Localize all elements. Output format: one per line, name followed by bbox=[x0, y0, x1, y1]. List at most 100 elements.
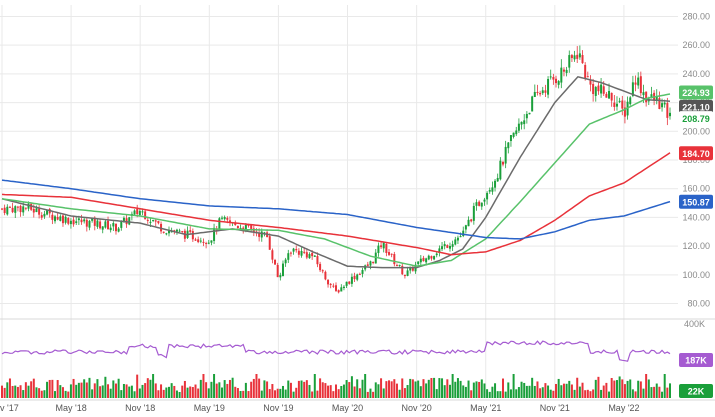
volume-bar bbox=[504, 391, 507, 398]
candle-body bbox=[244, 224, 247, 230]
volume-bar bbox=[517, 387, 520, 398]
volume-bar bbox=[414, 381, 417, 398]
candle-body bbox=[388, 252, 391, 255]
candle-body bbox=[67, 218, 70, 224]
volume-bar bbox=[75, 384, 78, 398]
volume-bar bbox=[32, 378, 35, 398]
candle-body bbox=[46, 210, 49, 215]
volume-bar bbox=[205, 382, 208, 398]
volume-bar bbox=[321, 382, 324, 398]
time-tick-label: Nov '21 bbox=[540, 403, 570, 413]
candle-body bbox=[435, 253, 438, 256]
volume-bar bbox=[181, 385, 184, 398]
volume-bar bbox=[666, 387, 669, 398]
volume-bar bbox=[319, 378, 322, 398]
volume-bar bbox=[435, 389, 438, 398]
volume-bar bbox=[221, 387, 224, 398]
volume-bar bbox=[260, 390, 263, 398]
candle-body bbox=[6, 206, 9, 215]
candle-body bbox=[19, 205, 22, 213]
volume-bar bbox=[223, 380, 226, 398]
candle-body bbox=[451, 244, 454, 247]
candle-body bbox=[205, 243, 208, 245]
volume-bar bbox=[234, 386, 237, 398]
volume-bar bbox=[88, 377, 91, 398]
price-tag-bg bbox=[679, 194, 713, 209]
candle-body bbox=[284, 259, 287, 264]
avg-volume-tag: 187K bbox=[685, 356, 707, 366]
volume-bar bbox=[470, 390, 473, 398]
volume-bar bbox=[584, 390, 587, 398]
candle-body bbox=[80, 219, 83, 223]
candle-body bbox=[8, 206, 11, 208]
volume-bar bbox=[19, 385, 22, 398]
candle-body bbox=[207, 242, 210, 244]
price-tick-label: 260.00 bbox=[682, 40, 710, 50]
candle-body bbox=[610, 92, 613, 101]
avg-volume-tag-bg bbox=[679, 353, 713, 367]
candle-body bbox=[213, 227, 216, 241]
volume-bar bbox=[27, 385, 30, 398]
candle-body bbox=[369, 261, 372, 266]
volume-bar bbox=[388, 380, 391, 398]
volume-bar bbox=[311, 391, 314, 398]
candle-body bbox=[430, 256, 433, 259]
candle-body bbox=[329, 283, 332, 285]
volume-bar bbox=[120, 390, 123, 398]
candle-body bbox=[390, 253, 393, 255]
candle-body bbox=[549, 76, 552, 78]
candle-body bbox=[324, 271, 327, 280]
volume-bar bbox=[160, 384, 163, 398]
candle-body bbox=[112, 223, 115, 227]
volume-bar bbox=[560, 385, 563, 398]
volume-bar bbox=[605, 382, 608, 398]
volume-bar bbox=[623, 384, 626, 398]
volume-bar bbox=[512, 374, 515, 398]
volume-bar bbox=[157, 390, 160, 398]
volume-bar bbox=[369, 388, 372, 398]
volume-bar bbox=[576, 377, 579, 398]
candle-body bbox=[427, 255, 430, 260]
candle-body bbox=[335, 285, 337, 291]
candle-body bbox=[658, 98, 661, 109]
candle-body bbox=[539, 92, 542, 95]
volume-bar bbox=[621, 379, 624, 398]
candle-body bbox=[276, 264, 279, 278]
candle-body bbox=[472, 205, 475, 221]
volume-bar bbox=[573, 389, 576, 398]
candle-body bbox=[462, 230, 465, 236]
candle-body bbox=[321, 270, 324, 272]
volume-bar bbox=[250, 381, 253, 398]
time-axis: v '17 May '18 Nov '18 May '19 Nov '19 May '20… bbox=[0, 403, 640, 413]
volume-bar bbox=[552, 390, 555, 398]
volume-bar bbox=[289, 382, 292, 398]
candle-body bbox=[353, 275, 356, 280]
price-tick-label: 100.00 bbox=[682, 270, 710, 280]
candle-body bbox=[32, 208, 35, 213]
volume-bar bbox=[533, 385, 536, 398]
volume-bar bbox=[335, 384, 337, 398]
volume-bar bbox=[459, 380, 462, 398]
volume-bar bbox=[398, 389, 401, 398]
price-tag-bg bbox=[679, 146, 713, 161]
volume-bar bbox=[427, 379, 430, 398]
volume-bar bbox=[183, 380, 186, 398]
volume-bar bbox=[401, 378, 404, 398]
time-tick-label: May '18 bbox=[55, 403, 86, 413]
volume-bar bbox=[189, 386, 192, 398]
volume-bar bbox=[663, 374, 666, 398]
volume-bar bbox=[133, 391, 136, 398]
volume-bar bbox=[77, 382, 80, 398]
candle-body bbox=[395, 265, 398, 267]
candle-body bbox=[358, 273, 361, 275]
volume-bar bbox=[366, 391, 369, 398]
volume-bar bbox=[263, 380, 266, 398]
volume-bar bbox=[138, 388, 141, 398]
price-axis: 80.00100.00120.00140.00160.00180.00200.0… bbox=[682, 11, 710, 329]
volume-bar bbox=[22, 390, 25, 398]
candle-body bbox=[152, 219, 155, 221]
volume-bar bbox=[454, 381, 457, 398]
volume-bar bbox=[494, 383, 497, 398]
volume-bar bbox=[456, 378, 459, 398]
